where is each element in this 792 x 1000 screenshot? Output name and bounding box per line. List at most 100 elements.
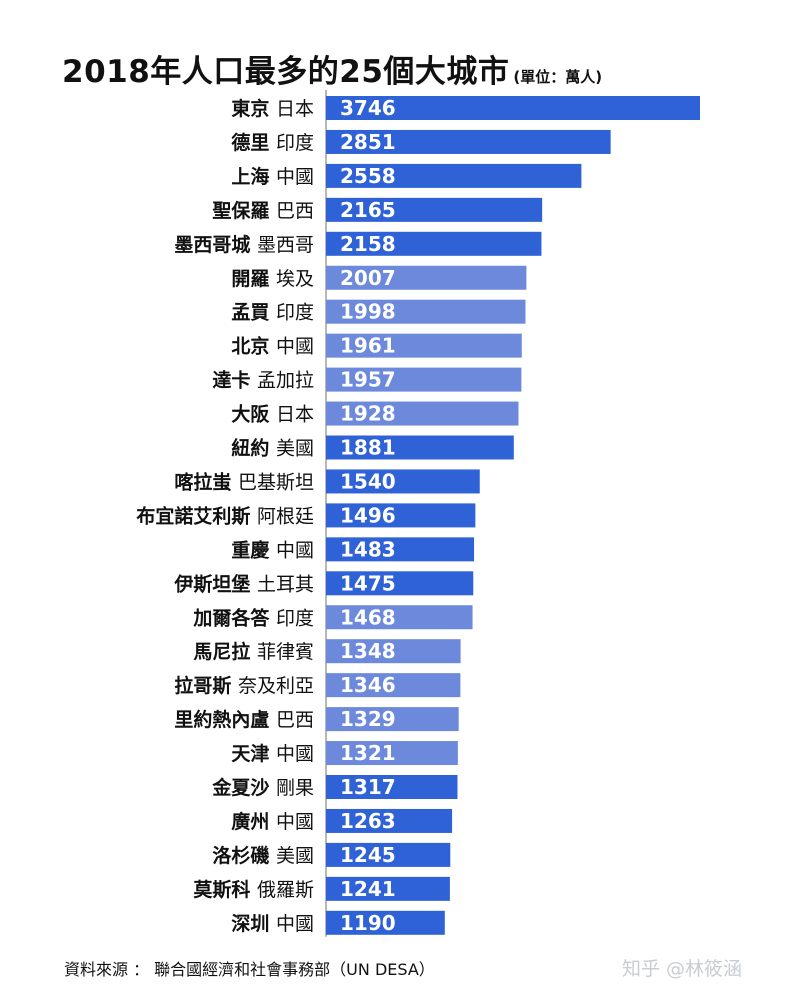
country-name: 印度 [276,302,314,324]
chart-title: 2018年人口最多的25個大城市 (單位：萬人) [62,46,602,91]
data-label-4: 2165 [340,198,396,222]
country-name: 剛果 [276,777,314,799]
country-name: 巴西 [276,709,314,731]
country-name: 中國 [276,336,314,358]
city-name: 里約熱內盧 [174,708,276,731]
bar-10 [326,401,519,426]
bar-13 [326,503,476,528]
country-name: 中國 [276,166,314,188]
country-name: 日本 [276,404,314,426]
category-label-9: 達卡 孟加拉 [212,369,314,392]
city-name: 北京 [231,335,276,358]
bar-14 [326,537,475,562]
data-label-10: 1928 [340,402,396,426]
bar-22 [326,808,453,833]
bar-24 [326,876,450,901]
country-name: 孟加拉 [257,370,314,392]
category-label-19: 里約熱內盧 巴西 [174,708,314,731]
category-label-17: 馬尼拉 菲律賓 [193,640,314,663]
city-name: 金夏沙 [211,776,276,799]
category-label-14: 重慶 中國 [231,538,314,561]
category-label-10: 大阪 日本 [231,403,314,426]
category-label-23: 洛杉磯 美國 [212,844,314,867]
city-name: 天津 [231,742,276,765]
data-label-16: 1468 [340,605,396,629]
city-name: 達卡 [212,369,257,392]
data-label-8: 1961 [340,334,396,358]
data-label-12: 1540 [340,469,396,493]
data-label-22: 1263 [340,809,396,833]
city-name: 莫斯科 [193,878,257,901]
data-label-20: 1321 [340,741,396,765]
city-name: 開羅 [231,268,276,290]
country-name: 中國 [276,913,314,935]
country-name: 土耳其 [257,573,314,595]
bar-15 [326,571,474,596]
country-name: 美國 [276,438,314,460]
data-label-2: 2851 [340,130,396,154]
bar-2 [326,129,611,154]
city-name: 上海 [231,165,276,188]
bar-9 [326,367,522,392]
city-name: 墨西哥城 [174,233,257,256]
data-label-1: 3746 [340,96,396,120]
city-name: 深圳 [231,912,276,935]
city-name: 布宜諾艾利斯 [136,504,257,527]
category-label-16: 加爾各答 印度 [192,606,314,629]
data-label-21: 1317 [340,775,396,799]
data-label-14: 1483 [340,537,396,561]
country-name: 日本 [276,98,314,120]
watermark: 知乎 @林筱涵 [622,958,743,980]
country-name: 巴西 [276,200,314,222]
country-name: 中國 [276,811,314,833]
country-name: 印度 [276,607,314,629]
city-name: 大阪 [231,403,276,426]
data-label-24: 1241 [340,877,396,901]
city-name: 德里 [231,131,276,154]
country-name: 巴基斯坦 [238,471,314,493]
city-name: 紐約 [231,437,276,460]
bar-8 [326,333,522,358]
chart-title-text: 2018年人口最多的25個大城市 [62,54,510,90]
bar-3 [326,163,582,188]
category-label-3: 上海 中國 [231,165,314,188]
city-name: 孟買 [231,302,276,324]
bar-20 [326,741,458,766]
data-label-25: 1190 [340,911,396,935]
country-name: 美國 [276,845,314,867]
data-label-3: 2558 [340,164,396,188]
country-name: 埃及 [276,268,314,290]
category-label-6: 開羅 埃及 [231,268,314,290]
category-label-1: 東京 日本 [231,97,314,120]
city-name: 喀拉蚩 [174,470,238,493]
data-label-23: 1245 [340,843,396,867]
country-name: 奈及利亞 [238,675,314,697]
city-name: 聖保羅 [212,199,276,222]
category-label-25: 深圳 中國 [231,912,314,935]
city-name: 拉哥斯 [174,674,238,697]
city-name: 廣州 [231,810,276,833]
data-label-18: 1346 [340,673,396,697]
data-label-6: 2007 [340,266,396,290]
bar-1 [326,96,700,120]
bar-16 [326,605,473,630]
category-label-18: 拉哥斯 奈及利亞 [174,674,314,697]
category-label-21: 金夏沙 剛果 [211,776,314,799]
data-label-13: 1496 [340,503,396,527]
bar-18 [326,673,461,698]
bar-chart: 3746 東京 日本 2851 德里 印度 2558 上海 中國 2165 聖保羅 巴西 215… [136,90,700,937]
city-name: 伊斯坦堡 [173,572,257,595]
bar-5 [326,231,542,256]
category-label-13: 布宜諾艾利斯 阿根廷 [136,504,314,527]
category-label-2: 德里 印度 [231,131,314,154]
category-label-15: 伊斯坦堡 土耳其 [173,572,314,595]
country-name: 中國 [276,743,314,765]
category-label-4: 聖保羅 巴西 [212,199,314,222]
city-name: 加爾各答 [192,606,276,629]
city-name: 東京 [231,97,276,120]
category-label-24: 莫斯科 俄羅斯 [193,878,314,901]
bar-7 [326,299,526,324]
city-name: 馬尼拉 [193,640,257,663]
category-label-12: 喀拉蚩 巴基斯坦 [174,470,314,493]
source-note: 資料來源 ： 聯合國經濟和社會事務部（UN DESA） [64,960,435,979]
